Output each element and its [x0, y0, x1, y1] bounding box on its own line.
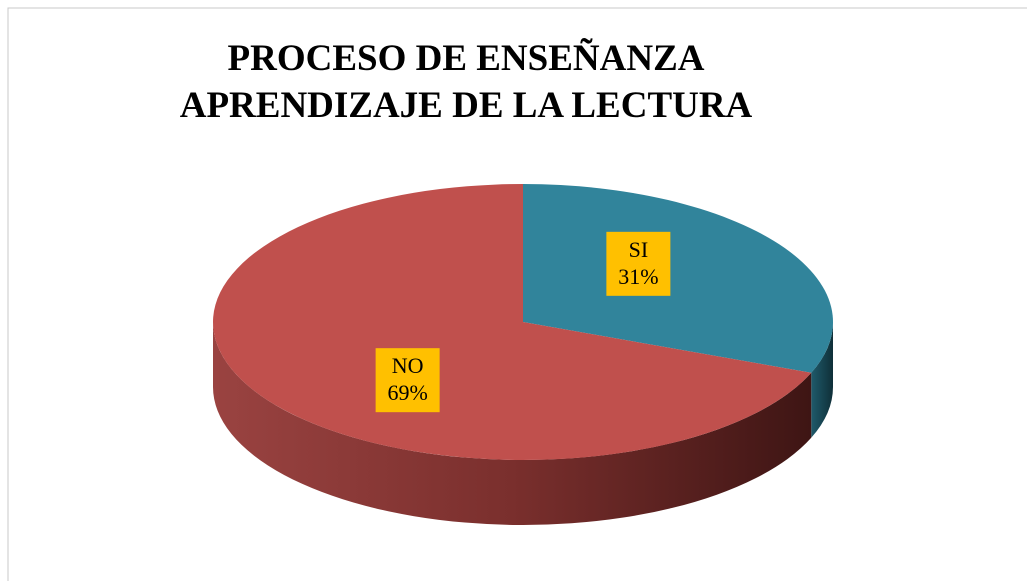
- data-label-category: NO: [392, 353, 424, 378]
- pie-slice: [523, 184, 833, 373]
- data-label-value: 69%: [387, 380, 427, 405]
- data-label-box: [606, 231, 671, 296]
- data-label-value: 31%: [618, 264, 658, 289]
- pie-side: [213, 322, 812, 525]
- pie-slice: [213, 184, 812, 461]
- data-label-category: SI: [629, 237, 649, 262]
- chart-title: APRENDIZAJE DE LA LECTURA: [180, 85, 753, 126]
- pie-side: [811, 322, 833, 438]
- data-label-box: [375, 348, 440, 413]
- chart-title: PROCESO DE ENSEÑANZA: [228, 37, 705, 79]
